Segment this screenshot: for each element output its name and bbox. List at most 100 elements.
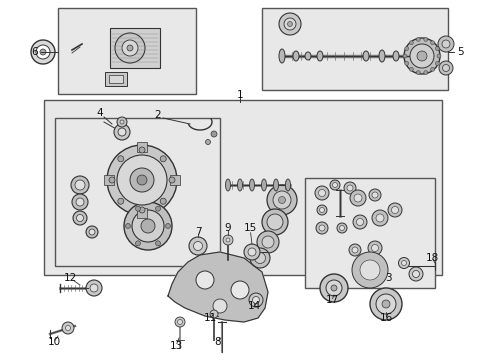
Circle shape — [441, 40, 449, 48]
Circle shape — [122, 40, 138, 56]
Text: 11: 11 — [203, 313, 216, 323]
Text: 6: 6 — [32, 47, 38, 57]
Circle shape — [86, 226, 98, 238]
Circle shape — [402, 54, 406, 58]
Bar — [55, 118, 220, 266]
Circle shape — [369, 288, 401, 320]
Bar — [170, 175, 180, 185]
Circle shape — [36, 45, 50, 59]
Circle shape — [351, 247, 357, 253]
Circle shape — [430, 67, 434, 71]
Circle shape — [262, 236, 273, 248]
Circle shape — [319, 274, 347, 302]
Circle shape — [408, 41, 412, 45]
Circle shape — [329, 180, 339, 190]
Circle shape — [437, 36, 453, 52]
Circle shape — [367, 241, 381, 255]
Circle shape — [353, 194, 361, 202]
Circle shape — [315, 222, 327, 234]
Bar — [262, 8, 447, 90]
Circle shape — [368, 189, 380, 201]
Bar — [58, 8, 196, 94]
Circle shape — [404, 47, 408, 51]
Circle shape — [210, 131, 217, 137]
Circle shape — [278, 197, 285, 203]
Circle shape — [318, 189, 325, 197]
Text: 9: 9 — [224, 223, 231, 233]
Circle shape — [279, 13, 301, 35]
Ellipse shape — [261, 179, 266, 191]
Text: 3: 3 — [384, 273, 390, 283]
Circle shape — [351, 252, 387, 288]
Ellipse shape — [392, 51, 398, 61]
Circle shape — [139, 207, 145, 213]
Circle shape — [252, 297, 259, 303]
Circle shape — [75, 180, 85, 190]
Circle shape — [254, 252, 265, 264]
Circle shape — [177, 320, 182, 324]
Circle shape — [155, 241, 160, 246]
Circle shape — [330, 285, 336, 291]
Circle shape — [118, 156, 123, 162]
Circle shape — [135, 241, 140, 246]
Circle shape — [391, 207, 398, 213]
Circle shape — [71, 176, 89, 194]
Text: 5: 5 — [456, 47, 462, 57]
Text: 2: 2 — [154, 110, 161, 120]
Circle shape — [371, 192, 377, 198]
Circle shape — [118, 198, 123, 204]
Circle shape — [371, 244, 378, 252]
Circle shape — [375, 214, 383, 222]
Ellipse shape — [362, 51, 368, 61]
Circle shape — [40, 49, 46, 55]
Circle shape — [118, 128, 126, 136]
Circle shape — [125, 224, 130, 229]
Circle shape — [371, 210, 387, 226]
Circle shape — [205, 140, 210, 144]
Text: 4: 4 — [97, 108, 103, 118]
Ellipse shape — [292, 51, 298, 61]
Text: 12: 12 — [63, 273, 77, 283]
Circle shape — [356, 219, 363, 225]
Circle shape — [318, 225, 325, 231]
Circle shape — [209, 310, 218, 318]
Bar — [137, 142, 147, 152]
Circle shape — [409, 44, 433, 68]
Circle shape — [76, 215, 83, 221]
Bar — [110, 28, 160, 68]
Text: 17: 17 — [325, 295, 338, 305]
Ellipse shape — [225, 179, 230, 191]
Circle shape — [434, 61, 438, 66]
Circle shape — [430, 41, 434, 45]
Circle shape — [196, 271, 214, 289]
Ellipse shape — [285, 179, 290, 191]
Bar — [305, 178, 434, 288]
Circle shape — [213, 299, 226, 313]
Bar — [109, 75, 123, 83]
Circle shape — [266, 185, 296, 215]
Circle shape — [434, 47, 438, 51]
Circle shape — [73, 211, 87, 225]
Circle shape — [416, 51, 426, 61]
Circle shape — [130, 168, 154, 192]
Text: 10: 10 — [47, 337, 61, 347]
Circle shape — [189, 237, 206, 255]
Circle shape — [336, 223, 346, 233]
Circle shape — [169, 177, 175, 183]
Circle shape — [438, 61, 452, 75]
Circle shape — [155, 206, 160, 211]
Circle shape — [375, 294, 395, 314]
Circle shape — [141, 219, 155, 233]
Text: 15: 15 — [243, 223, 256, 233]
Circle shape — [423, 37, 427, 41]
Circle shape — [415, 71, 419, 75]
Text: 18: 18 — [425, 253, 438, 263]
Circle shape — [404, 61, 408, 66]
Circle shape — [423, 71, 427, 75]
Circle shape — [175, 317, 184, 327]
Circle shape — [381, 300, 389, 308]
Circle shape — [398, 257, 408, 269]
Circle shape — [117, 117, 127, 127]
Circle shape — [137, 175, 147, 185]
Circle shape — [348, 244, 360, 256]
